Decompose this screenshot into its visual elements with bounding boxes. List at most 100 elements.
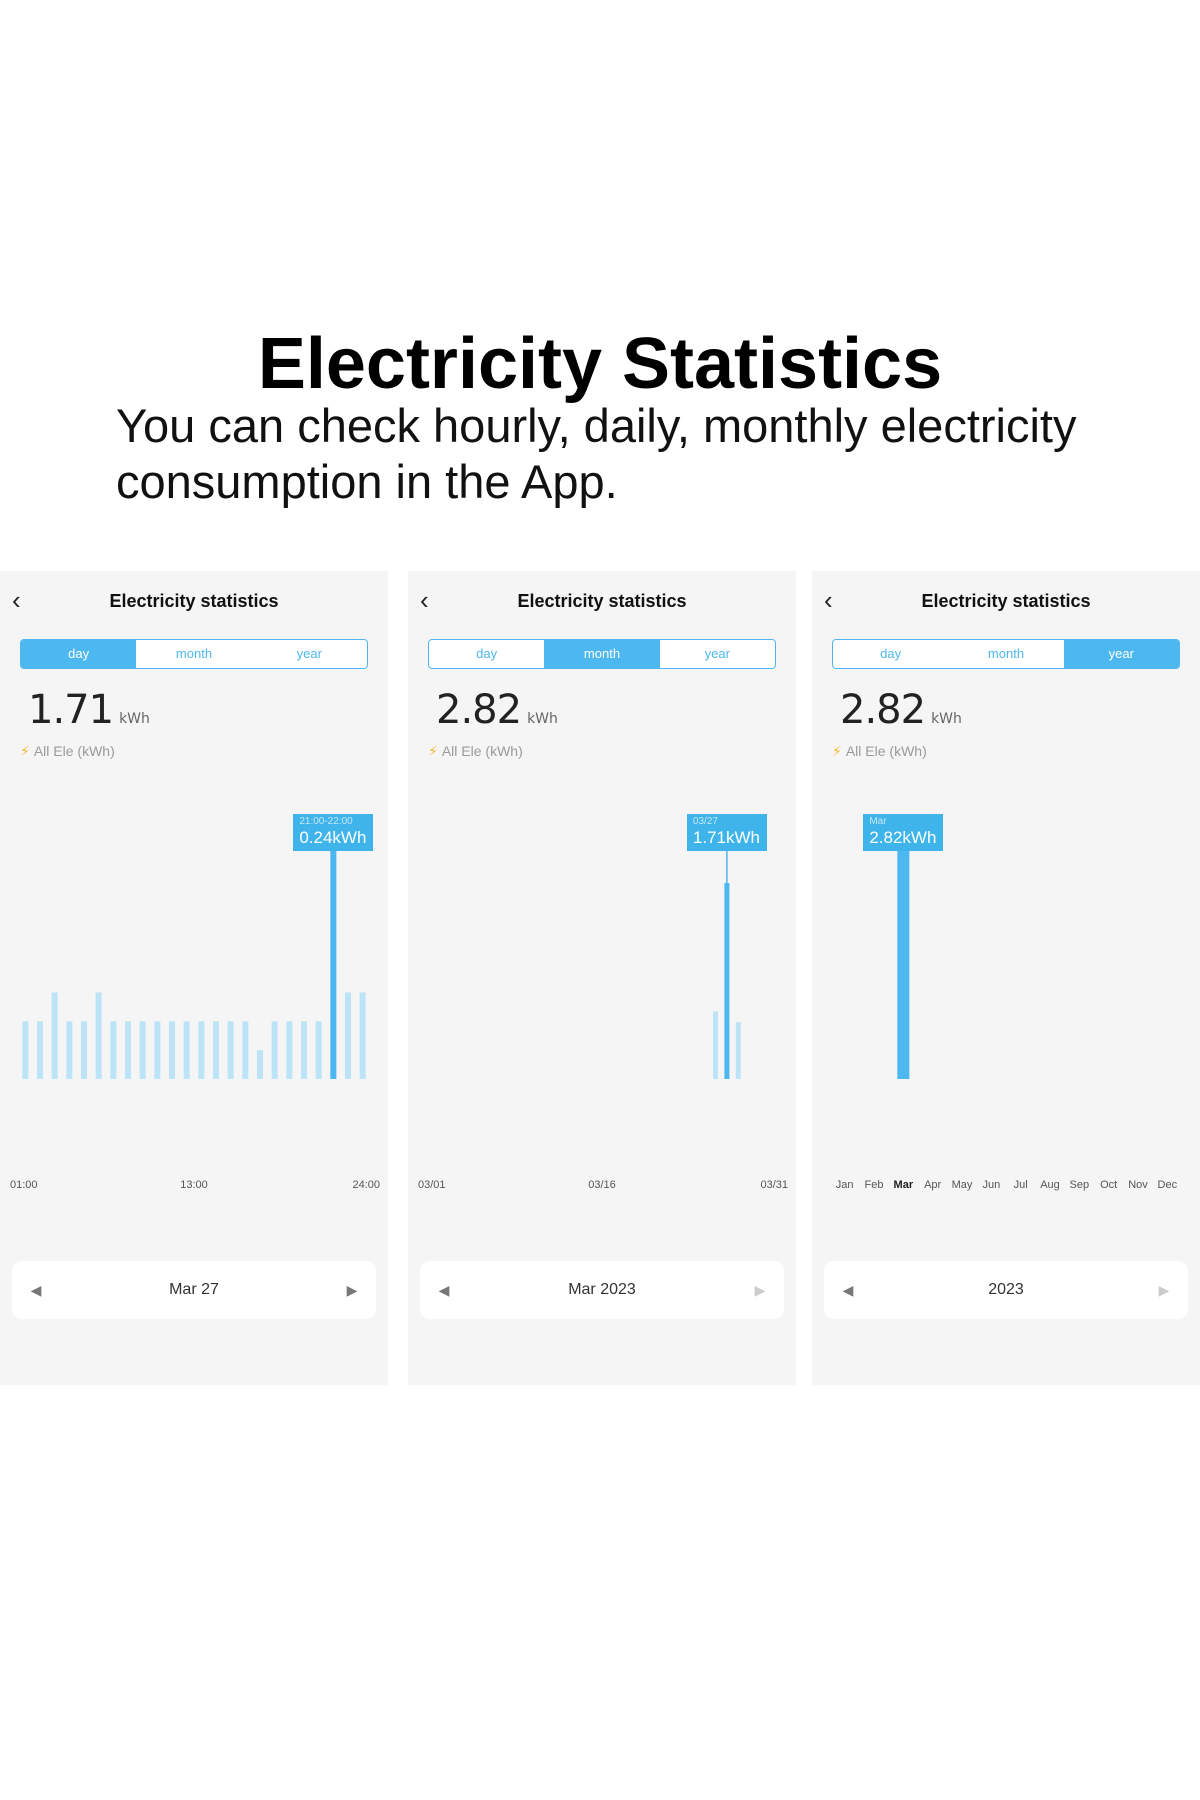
x-tick-label: 03/01	[418, 1179, 446, 1191]
bar-02:00[interactable]	[37, 1021, 43, 1079]
bar-05:00[interactable]	[81, 1021, 87, 1079]
tab-day[interactable]: day	[476, 646, 498, 661]
bar-24:00[interactable]	[359, 992, 366, 1079]
x-tick-label: 01:00	[10, 1179, 38, 1191]
bar-19:00[interactable]	[286, 1021, 293, 1079]
legend: ⚡ All Ele (kWh)	[832, 743, 927, 760]
prev-arrow-icon[interactable]: ◀	[30, 1282, 42, 1298]
next-arrow-icon[interactable]: ▶	[754, 1282, 766, 1298]
tooltip-label: 21:00-22:00	[299, 816, 353, 827]
next-arrow-icon[interactable]: ▶	[1158, 1282, 1170, 1298]
bar-11:00[interactable]	[169, 1021, 175, 1079]
bar-09:00[interactable]	[139, 1021, 146, 1079]
screen-title: Electricity statistics	[921, 591, 1091, 611]
x-tick-label: Apr	[924, 1179, 942, 1191]
date-navigator: ◀ Mar 2023 ▶	[420, 1261, 784, 1319]
bar-03/28[interactable]	[735, 1022, 741, 1079]
chevron-left-icon[interactable]: ‹	[420, 585, 429, 615]
total-value: 2.82 kWh	[436, 687, 558, 733]
subtext: You can check hourly, daily, monthly ele…	[116, 399, 1077, 508]
bar-20:00[interactable]	[301, 1021, 307, 1079]
tab-month[interactable]: month	[544, 640, 660, 668]
chevron-left-icon[interactable]: ‹	[12, 585, 21, 615]
bar-13:00[interactable]	[198, 1021, 205, 1079]
date-navigator: ◀ 2023 ▶	[824, 1261, 1188, 1319]
headline: Electricity Statistics	[257, 324, 943, 404]
tooltip-value: 0.24kWh	[299, 828, 367, 847]
x-tick-label: Oct	[1100, 1179, 1118, 1191]
total-value: 1.71 kWh	[28, 687, 150, 733]
bar-14:00[interactable]	[213, 1021, 219, 1079]
chart-tooltip: 21:00-22:00 0.24kWh	[293, 814, 374, 851]
screen-month: ‹ Electricity statistics day month year …	[408, 571, 796, 1385]
total-value-number: 2.82	[840, 687, 926, 733]
x-axis-labels: 01:00 13:00 24:00	[0, 1179, 388, 1199]
bar-03/26[interactable]	[713, 1011, 719, 1079]
bar-23:00[interactable]	[345, 992, 351, 1079]
bar-12:00[interactable]	[183, 1021, 190, 1079]
bar-03/27[interactable]	[724, 883, 730, 1079]
chevron-left-icon[interactable]: ‹	[824, 585, 833, 615]
x-tick-label: 13:00	[180, 1179, 208, 1191]
tab-year[interactable]: year	[1063, 640, 1179, 668]
tab-day[interactable]: day	[21, 640, 137, 668]
x-tick-label: Jan	[835, 1179, 854, 1191]
tooltip-value: 2.82kWh	[869, 828, 937, 847]
tab-month[interactable]: month	[987, 646, 1025, 661]
period-tabs: day month year	[20, 639, 368, 669]
tab-month[interactable]: month	[175, 646, 213, 661]
bolt-icon: ⚡	[832, 743, 842, 759]
x-tick-label: Jun	[982, 1179, 1001, 1191]
bolt-icon: ⚡	[20, 743, 30, 759]
bar-07:00[interactable]	[110, 1021, 117, 1079]
bar-03:00[interactable]	[51, 992, 58, 1079]
bar-21:00[interactable]	[315, 1021, 322, 1079]
nav-date-label: 2023	[988, 1281, 1024, 1298]
total-unit: kWh	[527, 711, 558, 727]
chart-tooltip: 03/27 1.71kWh	[686, 814, 767, 851]
x-axis-labels: Jan Feb Mar Apr May Jun Jul Aug Sep Oct Nov Dec	[812, 1179, 1200, 1199]
total-value: 2.82 kWh	[840, 687, 962, 733]
tab-day[interactable]: day	[880, 646, 902, 661]
hourly-chart[interactable]	[0, 801, 388, 1081]
bar-15:00[interactable]	[227, 1021, 234, 1079]
nav-date-label: Mar 2023	[568, 1281, 636, 1298]
bar-Mar[interactable]	[897, 847, 910, 1079]
screen-title: Electricity statistics	[517, 591, 687, 611]
tooltip-value: 1.71kWh	[692, 828, 760, 847]
bar-04:00[interactable]	[66, 1021, 73, 1079]
total-unit: kWh	[119, 711, 150, 727]
bar-16:00[interactable]	[242, 1021, 249, 1079]
legend: ⚡ All Ele (kWh)	[428, 743, 523, 760]
legend: ⚡ All Ele (kWh)	[20, 743, 115, 760]
x-tick-label: Sep	[1069, 1179, 1090, 1191]
tooltip-label: Mar	[869, 816, 887, 827]
prev-arrow-icon[interactable]: ◀	[438, 1282, 450, 1298]
bar-06:00[interactable]	[95, 992, 102, 1079]
bar-08:00[interactable]	[125, 1021, 131, 1079]
screen-year: ‹ Electricity statistics day month year …	[812, 571, 1200, 1385]
bar-01:00[interactable]	[22, 1021, 29, 1079]
next-arrow-icon[interactable]: ▶	[346, 1282, 358, 1298]
tooltip-label: 03/27	[692, 816, 718, 827]
bar-10:00[interactable]	[154, 1021, 161, 1079]
total-value-number: 1.71	[28, 687, 114, 733]
x-axis-labels: 03/01 03/16 03/31	[408, 1179, 796, 1199]
bar-17:00[interactable]	[257, 1050, 263, 1079]
bar-22:00[interactable]	[330, 848, 337, 1079]
x-tick-label: Dec	[1157, 1179, 1178, 1191]
x-tick-label: 03/16	[588, 1179, 616, 1191]
tab-year[interactable]: year	[296, 646, 322, 661]
total-value-number: 2.82	[436, 687, 522, 733]
chart-tooltip: Mar 2.82kWh	[863, 814, 944, 851]
date-navigator: ◀ Mar 27 ▶	[12, 1261, 376, 1319]
prev-arrow-icon[interactable]: ◀	[842, 1282, 854, 1298]
bar-18:00[interactable]	[271, 1021, 278, 1079]
bolt-icon: ⚡	[428, 743, 438, 759]
period-tabs: day month year	[428, 639, 776, 669]
x-tick-label: Aug	[1040, 1179, 1060, 1191]
x-tick-label: 24:00	[352, 1179, 380, 1191]
legend-label: All Ele (kWh)	[441, 743, 523, 759]
screen-day: ‹ Electricity statistics day month year …	[0, 571, 388, 1385]
tab-year[interactable]: year	[704, 646, 730, 661]
